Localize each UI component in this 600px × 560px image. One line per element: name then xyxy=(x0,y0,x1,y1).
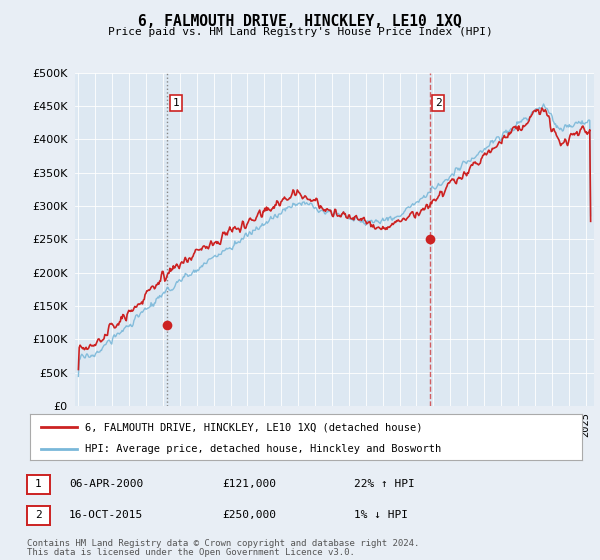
Text: 2: 2 xyxy=(435,98,442,108)
Text: HPI: Average price, detached house, Hinckley and Bosworth: HPI: Average price, detached house, Hinc… xyxy=(85,444,442,454)
Text: 1: 1 xyxy=(173,98,179,108)
Text: 1% ↓ HPI: 1% ↓ HPI xyxy=(354,510,408,520)
Text: 6, FALMOUTH DRIVE, HINCKLEY, LE10 1XQ (detached house): 6, FALMOUTH DRIVE, HINCKLEY, LE10 1XQ (d… xyxy=(85,422,422,432)
Text: This data is licensed under the Open Government Licence v3.0.: This data is licensed under the Open Gov… xyxy=(27,548,355,557)
Text: £250,000: £250,000 xyxy=(222,510,276,520)
Text: 6, FALMOUTH DRIVE, HINCKLEY, LE10 1XQ: 6, FALMOUTH DRIVE, HINCKLEY, LE10 1XQ xyxy=(138,14,462,29)
Text: £121,000: £121,000 xyxy=(222,479,276,489)
Text: 1: 1 xyxy=(35,479,42,489)
Text: 16-OCT-2015: 16-OCT-2015 xyxy=(69,510,143,520)
Text: 06-APR-2000: 06-APR-2000 xyxy=(69,479,143,489)
Text: Price paid vs. HM Land Registry's House Price Index (HPI): Price paid vs. HM Land Registry's House … xyxy=(107,27,493,37)
Text: 22% ↑ HPI: 22% ↑ HPI xyxy=(354,479,415,489)
Text: 2: 2 xyxy=(35,510,42,520)
Text: Contains HM Land Registry data © Crown copyright and database right 2024.: Contains HM Land Registry data © Crown c… xyxy=(27,539,419,548)
